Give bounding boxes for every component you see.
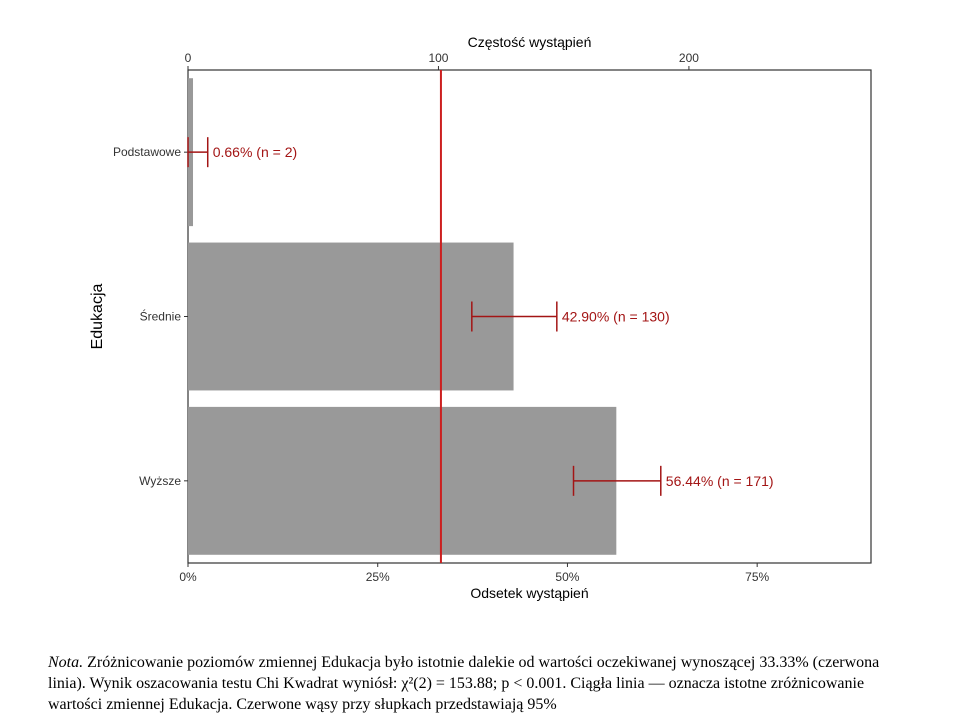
x-bottom-tick-label-2: 25% bbox=[366, 570, 390, 584]
y-axis-title: Edukacja bbox=[89, 283, 106, 349]
y-tick-label-2: Średnie bbox=[140, 309, 182, 324]
note-label: Nota. bbox=[48, 654, 84, 671]
x-bottom-tick-label-3: 50% bbox=[555, 570, 579, 584]
x-top-tick-label-1: 0 bbox=[185, 51, 192, 65]
y-tick-label-1: Podstawowe bbox=[113, 145, 181, 159]
x-axis-title-top: Częstość wystąpień bbox=[468, 34, 592, 50]
note-text: Zróżnicowanie poziomów zmiennej Edukacja… bbox=[48, 654, 880, 713]
x-top-tick-label-2: 100 bbox=[428, 51, 448, 65]
x-top-tick-label-3: 200 bbox=[679, 51, 699, 65]
bar-2 bbox=[188, 242, 514, 391]
x-bottom-tick-label-4: 75% bbox=[745, 570, 769, 584]
bar-3 bbox=[188, 406, 617, 555]
bar-label-3: 56.44% (n = 171) bbox=[666, 473, 774, 489]
figure-note: Nota. Zróżnicowanie poziomów zmiennej Ed… bbox=[48, 652, 918, 715]
y-tick-label-3: Wyższe bbox=[139, 474, 181, 488]
bar-label-1: 0.66% (n = 2) bbox=[213, 144, 297, 160]
x-bottom-tick-label-1: 0% bbox=[179, 570, 197, 584]
chart: Podstawowe 0.66% (n = 2) Średnie 42.90% (n … bbox=[89, 34, 872, 601]
bar-label-2: 42.90% (n = 130) bbox=[562, 309, 670, 325]
x-axis-title-bottom: Odsetek wystąpień bbox=[470, 585, 588, 601]
